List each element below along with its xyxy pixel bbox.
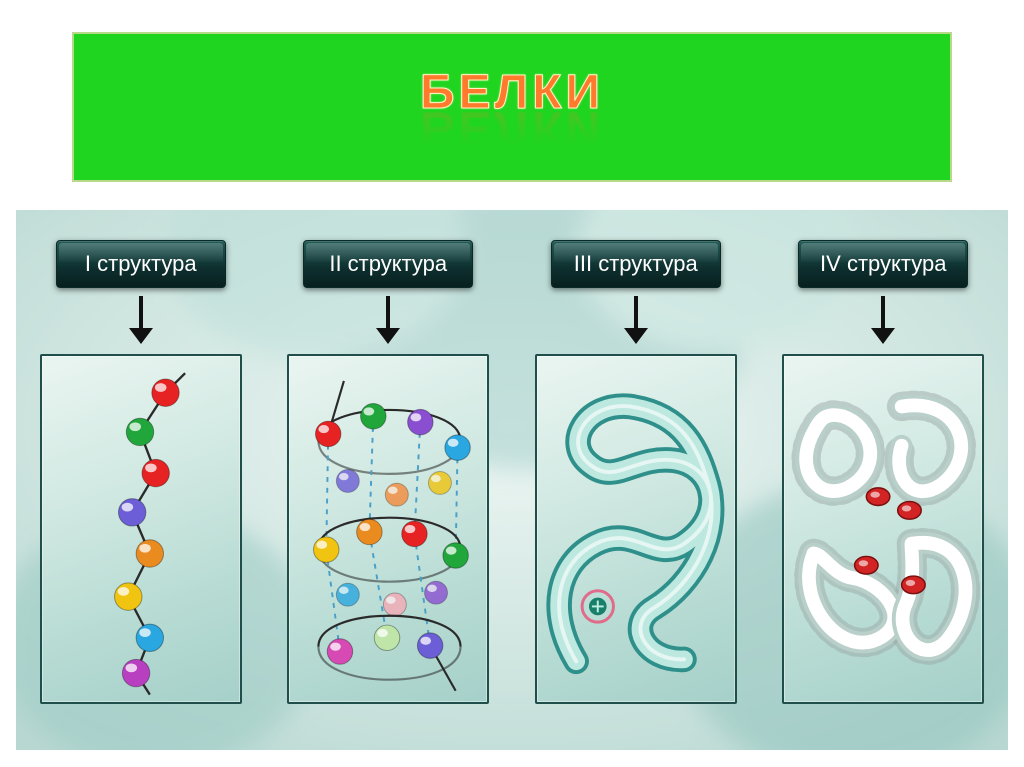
- column-primary: I структура: [24, 240, 258, 704]
- arrow-icon: [386, 296, 390, 328]
- page-title: БЕЛКИ: [420, 69, 604, 117]
- title-band: БЕЛКИ БЕЛКИ: [72, 32, 952, 182]
- arrow-icon: [634, 296, 638, 328]
- label-secondary: II структура: [303, 240, 473, 288]
- tertiary-structure-svg: [537, 356, 735, 702]
- primary-structure-svg: [42, 356, 240, 702]
- column-tertiary: III структура: [519, 240, 753, 704]
- arrow-icon: [881, 296, 885, 328]
- panel-quaternary: [782, 354, 984, 704]
- label-quaternary: IV структура: [798, 240, 968, 288]
- panel-secondary: [287, 354, 489, 704]
- columns-row: I структура II структура III структура: [16, 210, 1008, 750]
- arrow-icon: [139, 296, 143, 328]
- diagram-area: I структура II структура III структура: [16, 210, 1008, 750]
- label-primary: I структура: [56, 240, 226, 288]
- panel-primary: [40, 354, 242, 704]
- quaternary-structure-svg: [784, 356, 982, 702]
- column-quaternary: IV структура: [767, 240, 1001, 704]
- label-primary-text: I структура: [85, 251, 197, 276]
- column-secondary: II структура: [272, 240, 506, 704]
- label-secondary-text: II структура: [329, 251, 447, 276]
- label-tertiary: III структура: [551, 240, 721, 288]
- page-title-reflection: БЕЛКИ: [420, 111, 604, 145]
- label-tertiary-text: III структура: [574, 251, 698, 276]
- secondary-structure-svg: [289, 356, 487, 702]
- label-quaternary-text: IV структура: [820, 251, 946, 276]
- panel-tertiary: [535, 354, 737, 704]
